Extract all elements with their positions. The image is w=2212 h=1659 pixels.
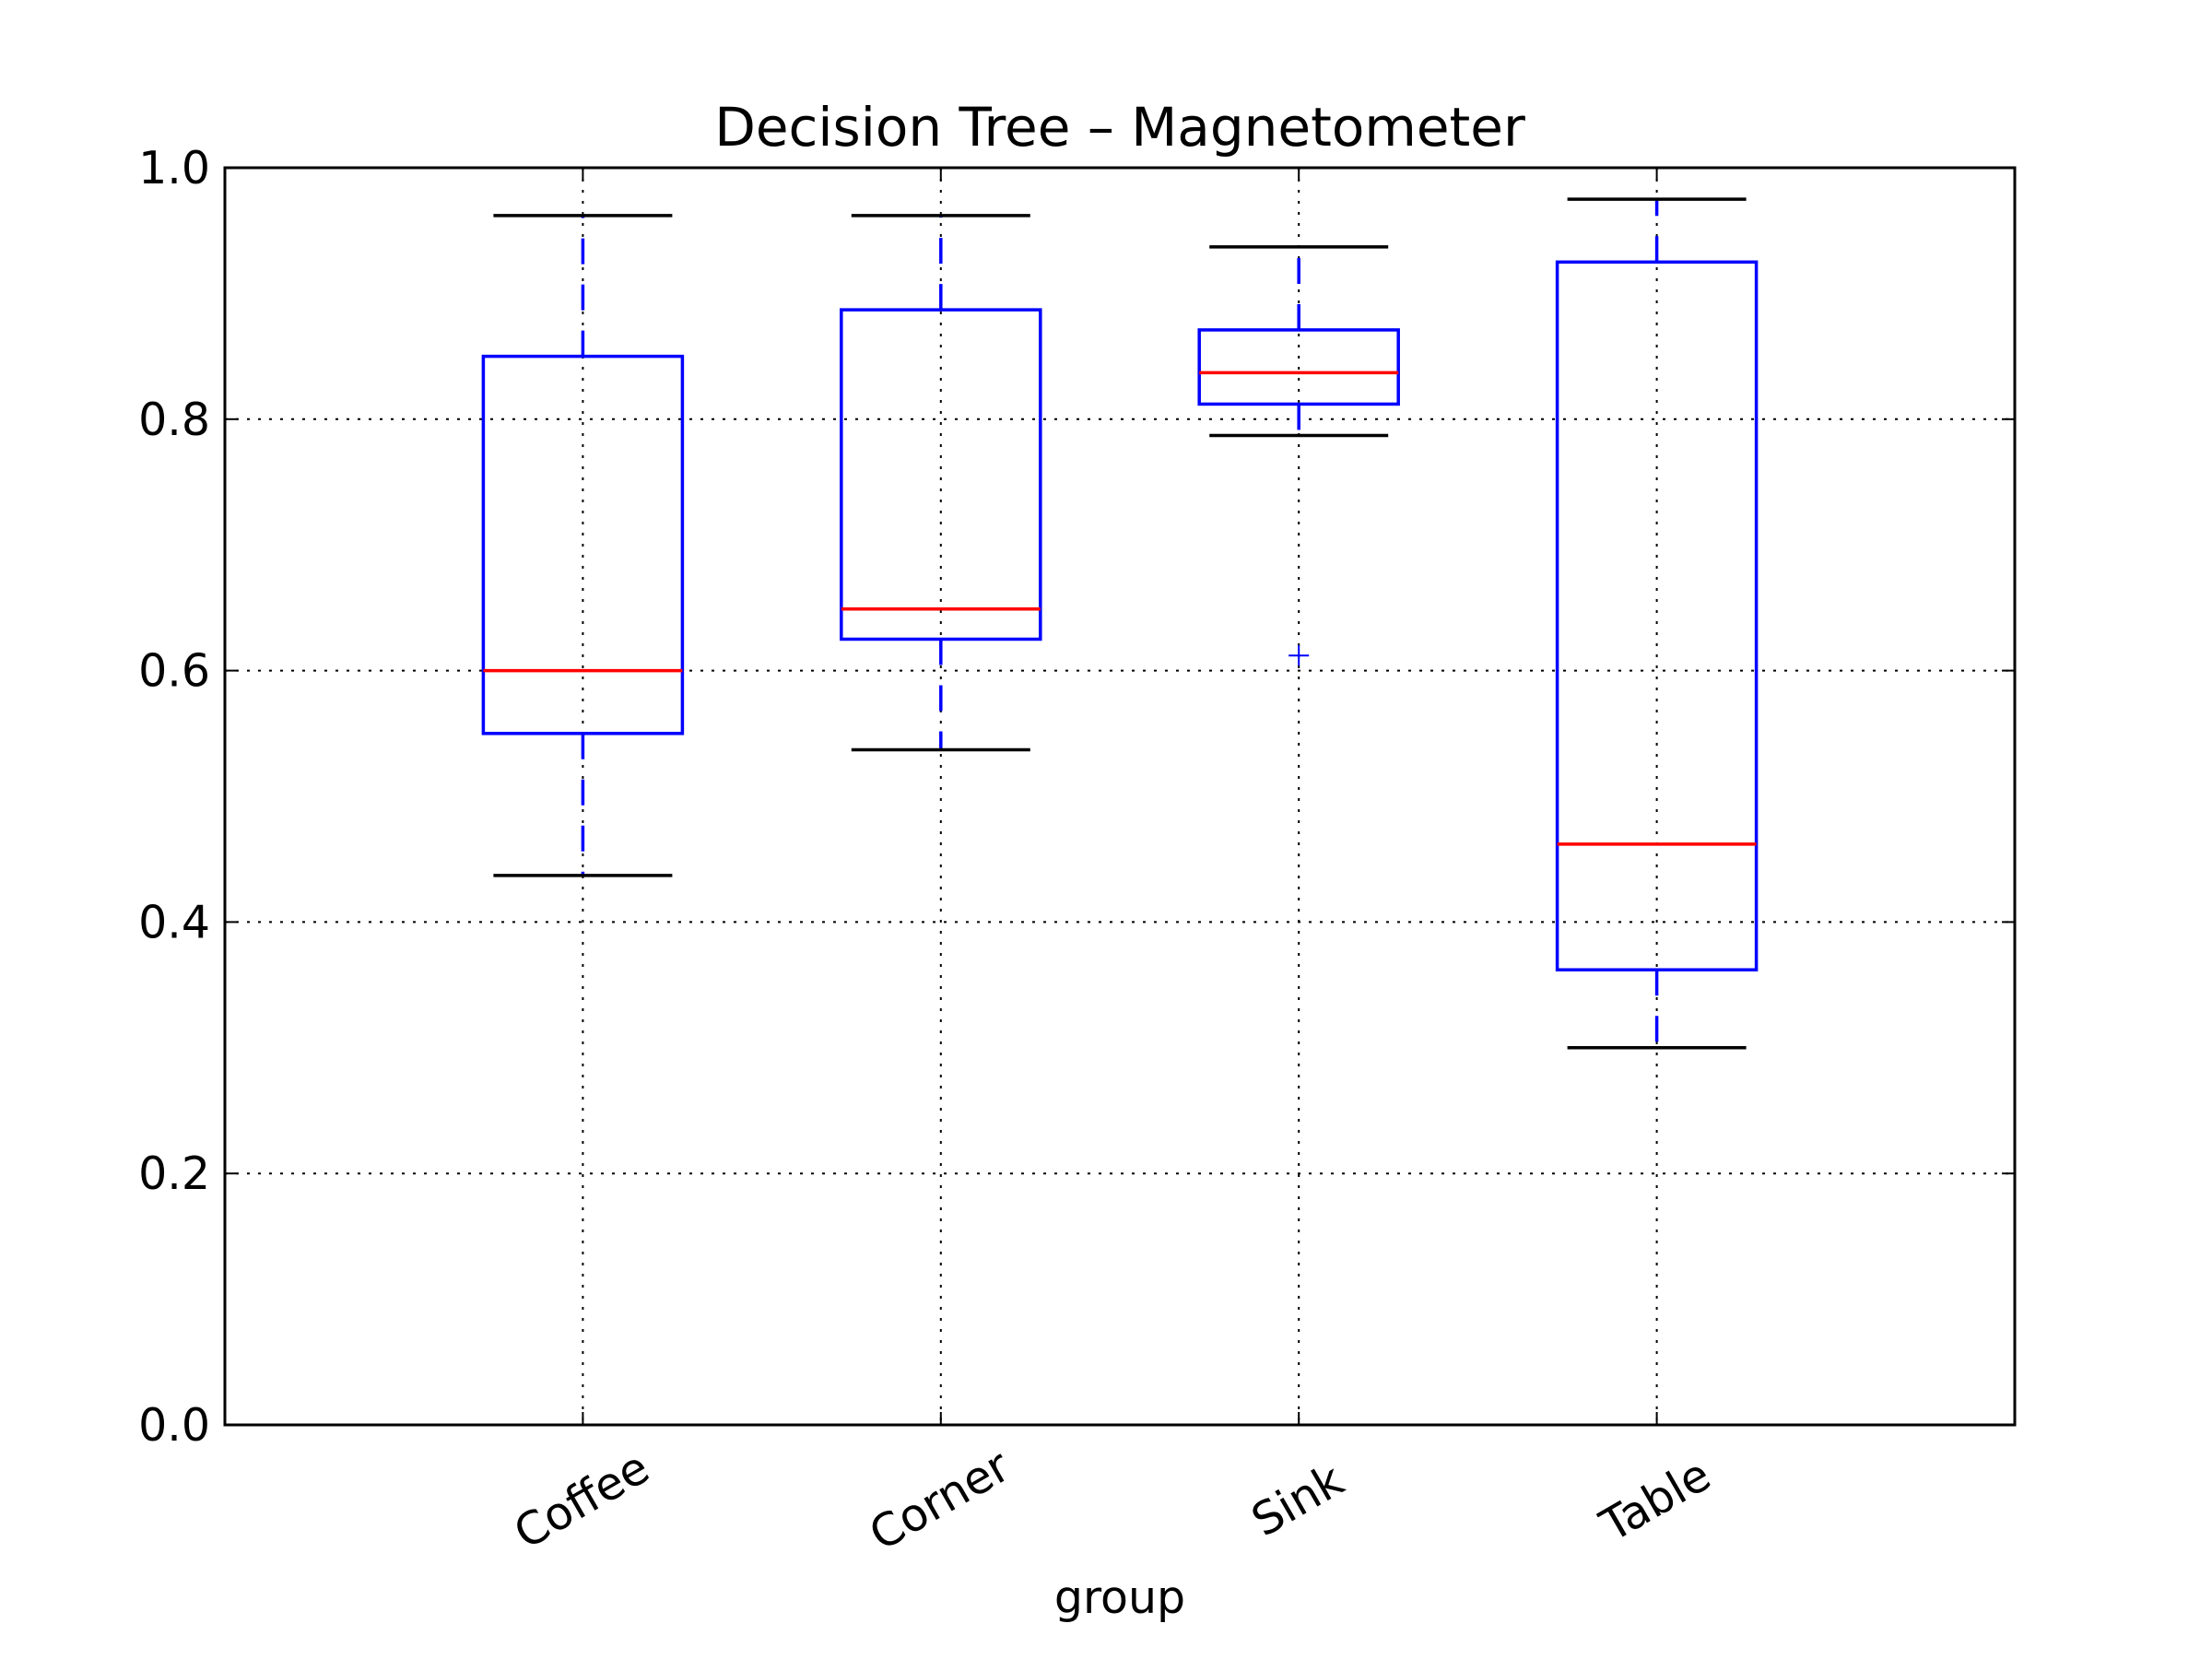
y-tick-label: 0.8 xyxy=(138,394,210,446)
y-tick-label: 1.0 xyxy=(138,142,210,194)
box-coffee xyxy=(481,354,685,735)
y-tick-label: 0.2 xyxy=(138,1147,210,1200)
y-tick-label: 0.0 xyxy=(138,1399,210,1452)
box-group-sink xyxy=(1197,245,1400,666)
y-tick-label: 0.6 xyxy=(138,645,210,698)
y-tick-label: 0.4 xyxy=(138,896,210,948)
box-layer xyxy=(481,197,1759,1050)
box-group-coffee xyxy=(481,214,685,877)
x-tick-label-sink: Sink xyxy=(1243,1453,1353,1547)
plot-frame xyxy=(223,166,2017,1427)
tick-layer: 0.0 0.2 0.4 0.6 0.8 1.0 Coffee Corner Sink Table xyxy=(138,142,2015,1561)
x-tick-label-table: Table xyxy=(1591,1448,1719,1552)
x-tick-label-coffee: Coffee xyxy=(505,1441,658,1559)
chart-title: Decision Tree – Magnetometer xyxy=(714,96,1525,159)
x-axis-label: group xyxy=(1054,1571,1185,1624)
box-table xyxy=(1555,260,1759,971)
box-group-corner xyxy=(840,214,1042,752)
box-group-table xyxy=(1555,197,1759,1050)
x-tick-label-corner: Corner xyxy=(861,1440,1019,1561)
box-corner xyxy=(840,308,1042,641)
box-sink xyxy=(1197,328,1400,406)
